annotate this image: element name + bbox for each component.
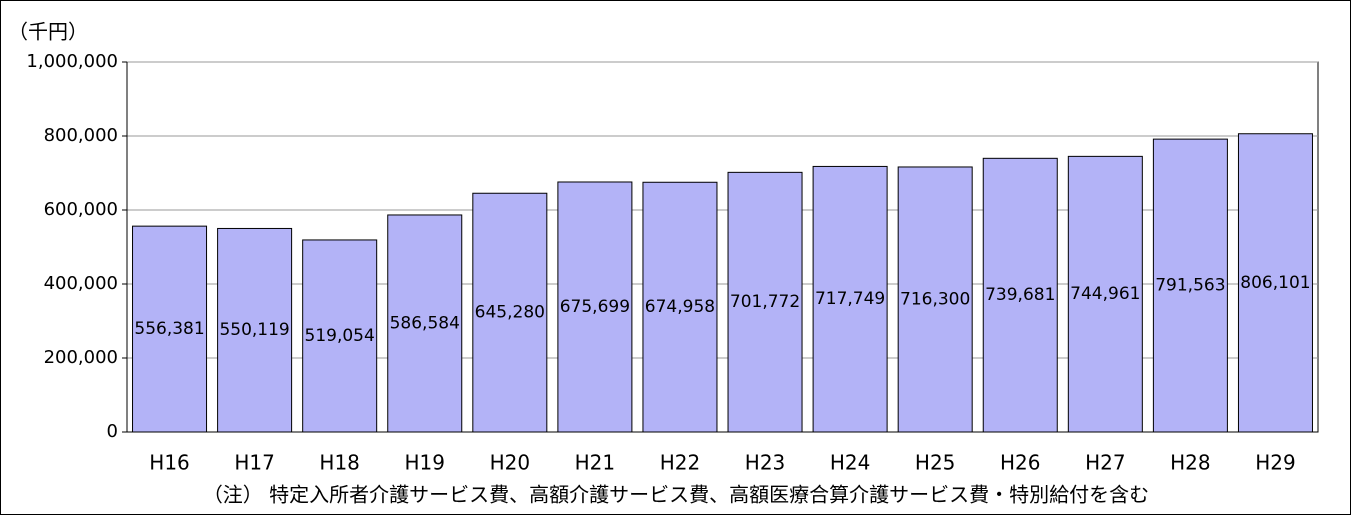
value-label: 791,563 xyxy=(1155,276,1225,296)
x-tick-label: H24 xyxy=(830,451,871,475)
value-label: 674,958 xyxy=(645,297,715,317)
value-label: 675,699 xyxy=(560,297,630,317)
x-tick-label: H25 xyxy=(915,451,956,475)
x-tick-label: H20 xyxy=(490,451,531,475)
value-label: 556,381 xyxy=(134,319,204,339)
y-tick-label: 1,000,000 xyxy=(26,51,118,72)
x-tick-label: H21 xyxy=(575,451,616,475)
y-tick-label: 400,000 xyxy=(44,273,118,294)
bar xyxy=(1237,133,1313,433)
bar xyxy=(642,181,718,433)
x-tick-label: H27 xyxy=(1085,451,1126,475)
x-tick-label: H17 xyxy=(234,451,275,475)
bar xyxy=(1152,138,1228,433)
y-tick-label: 200,000 xyxy=(44,347,118,368)
footnote: （注） 特定入所者介護サービス費、高額介護サービス費、高額医療合算介護サービス費… xyxy=(203,483,1149,507)
bar xyxy=(1067,155,1143,433)
value-label: 701,772 xyxy=(730,292,800,312)
bar xyxy=(727,171,803,433)
value-label: 744,961 xyxy=(1070,284,1140,304)
x-tick-label: H18 xyxy=(319,451,360,475)
bar xyxy=(472,192,548,433)
y-unit-label: （千円） xyxy=(8,20,88,44)
value-label: 739,681 xyxy=(985,285,1055,305)
value-label: 645,280 xyxy=(475,303,545,323)
value-label: 550,119 xyxy=(219,320,289,340)
x-tick-label: H19 xyxy=(405,451,446,475)
y-tick-label: 0 xyxy=(107,421,118,442)
x-tick-label: H28 xyxy=(1170,451,1211,475)
y-tick-label: 800,000 xyxy=(44,125,118,146)
bar xyxy=(812,165,888,433)
bar xyxy=(897,166,973,433)
x-tick-label: H22 xyxy=(660,451,701,475)
value-label: 519,054 xyxy=(305,326,375,346)
y-tick-label: 600,000 xyxy=(44,199,118,220)
value-label: 586,584 xyxy=(390,313,460,333)
x-tick-label: H26 xyxy=(1000,451,1041,475)
value-label: 806,101 xyxy=(1240,273,1310,293)
value-label: 716,300 xyxy=(900,289,970,309)
x-tick-label: H23 xyxy=(745,451,786,475)
x-tick-label: H16 xyxy=(149,451,190,475)
bar xyxy=(387,214,463,433)
value-label: 717,749 xyxy=(815,289,885,309)
bar xyxy=(982,157,1058,433)
bar xyxy=(557,181,633,433)
x-tick-label: H29 xyxy=(1255,451,1296,475)
